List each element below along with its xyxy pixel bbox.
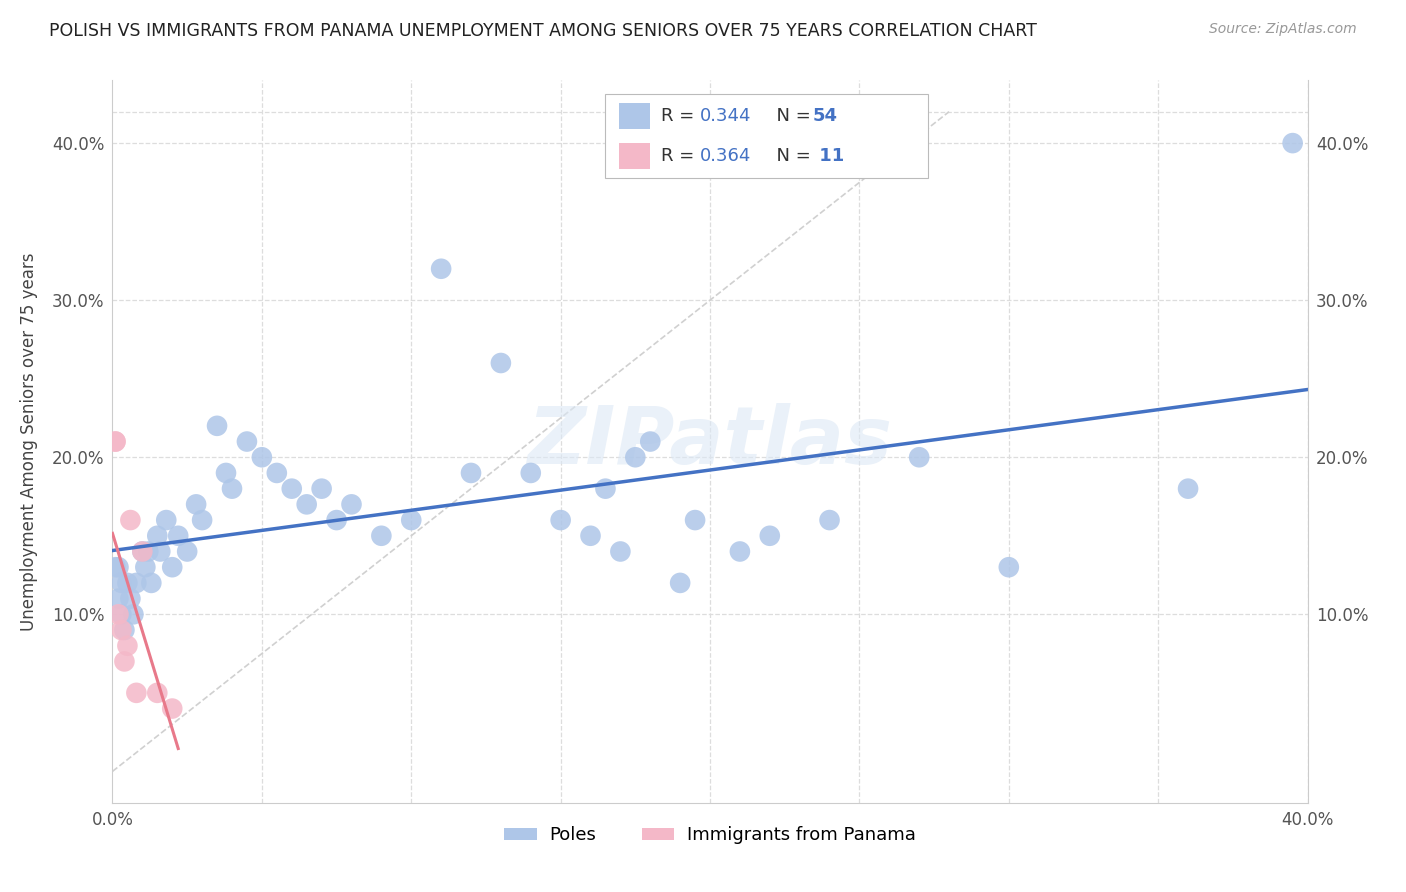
- Point: [460, 466, 482, 480]
- Text: 54: 54: [813, 107, 838, 125]
- Point: [138, 544, 160, 558]
- Point: [107, 607, 129, 622]
- Point: [107, 560, 129, 574]
- Point: [215, 466, 238, 480]
- Point: [818, 513, 841, 527]
- Point: [176, 544, 198, 558]
- Point: [295, 497, 318, 511]
- Text: 11: 11: [813, 147, 844, 165]
- Point: [669, 575, 692, 590]
- Text: R =: R =: [661, 107, 700, 125]
- Text: N =: N =: [765, 147, 817, 165]
- Point: [117, 639, 139, 653]
- Point: [340, 497, 363, 511]
- Point: [110, 623, 132, 637]
- Point: [162, 560, 183, 574]
- Point: [1177, 482, 1199, 496]
- Point: [155, 513, 177, 527]
- Point: [107, 591, 129, 606]
- Point: [186, 497, 208, 511]
- Point: [728, 544, 751, 558]
- Point: [520, 466, 543, 480]
- Point: [141, 575, 163, 590]
- Point: [191, 513, 214, 527]
- Text: N =: N =: [765, 107, 817, 125]
- Point: [430, 261, 453, 276]
- Point: [149, 544, 172, 558]
- Point: [104, 434, 127, 449]
- Text: ZIPatlas: ZIPatlas: [527, 402, 893, 481]
- Point: [114, 623, 135, 637]
- Point: [1281, 136, 1303, 150]
- Point: [104, 434, 127, 449]
- Point: [489, 356, 512, 370]
- Point: [311, 482, 333, 496]
- Point: [205, 418, 228, 433]
- Point: [162, 701, 183, 715]
- Point: [114, 655, 135, 669]
- Point: [281, 482, 304, 496]
- Point: [131, 544, 153, 558]
- Point: [110, 607, 132, 622]
- Point: [120, 591, 142, 606]
- Point: [250, 450, 273, 465]
- Point: [325, 513, 347, 527]
- Point: [401, 513, 423, 527]
- Text: 0.364: 0.364: [700, 147, 752, 165]
- Point: [120, 513, 142, 527]
- Point: [146, 686, 169, 700]
- Point: [122, 607, 145, 622]
- Point: [683, 513, 706, 527]
- Point: [117, 575, 139, 590]
- Point: [125, 686, 148, 700]
- Point: [110, 575, 132, 590]
- Point: [759, 529, 782, 543]
- Point: [134, 560, 156, 574]
- Point: [266, 466, 288, 480]
- Point: [370, 529, 392, 543]
- Point: [595, 482, 617, 496]
- Text: POLISH VS IMMIGRANTS FROM PANAMA UNEMPLOYMENT AMONG SENIORS OVER 75 YEARS CORREL: POLISH VS IMMIGRANTS FROM PANAMA UNEMPLO…: [49, 22, 1038, 40]
- Text: 0.344: 0.344: [700, 107, 752, 125]
- Point: [624, 450, 647, 465]
- Y-axis label: Unemployment Among Seniors over 75 years: Unemployment Among Seniors over 75 years: [20, 252, 38, 631]
- Point: [579, 529, 602, 543]
- Point: [167, 529, 190, 543]
- Text: R =: R =: [661, 147, 700, 165]
- Text: Source: ZipAtlas.com: Source: ZipAtlas.com: [1209, 22, 1357, 37]
- Legend: Poles, Immigrants from Panama: Poles, Immigrants from Panama: [498, 819, 922, 852]
- Point: [550, 513, 572, 527]
- Point: [998, 560, 1021, 574]
- Point: [146, 529, 169, 543]
- Point: [131, 544, 153, 558]
- Point: [640, 434, 662, 449]
- Point: [125, 575, 148, 590]
- Point: [609, 544, 631, 558]
- Point: [908, 450, 931, 465]
- Point: [236, 434, 259, 449]
- Point: [221, 482, 243, 496]
- Point: [104, 560, 127, 574]
